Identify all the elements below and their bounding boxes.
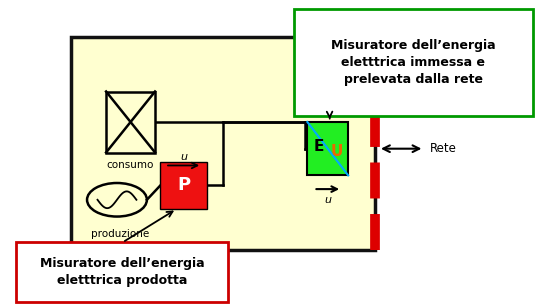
Text: Misuratore dell’energia
eletttrica immessa e
prelevata dalla rete: Misuratore dell’energia eletttrica immes… (331, 39, 496, 86)
Text: Misuratore dell’energia
eletttrica prodotta: Misuratore dell’energia eletttrica prodo… (40, 257, 205, 287)
Text: P: P (177, 176, 190, 194)
Text: u: u (180, 152, 187, 162)
Text: U: U (331, 144, 343, 159)
Text: u: u (324, 195, 331, 205)
Text: Rete: Rete (430, 142, 456, 155)
Bar (307, 122, 348, 175)
Bar (160, 162, 207, 209)
Text: e: e (327, 94, 333, 104)
Text: produzione: produzione (90, 229, 149, 239)
Bar (294, 9, 533, 116)
Text: consumo: consumo (107, 160, 154, 170)
Bar (16, 242, 228, 302)
Bar (71, 37, 375, 250)
Bar (106, 92, 155, 152)
Text: E: E (313, 138, 324, 153)
